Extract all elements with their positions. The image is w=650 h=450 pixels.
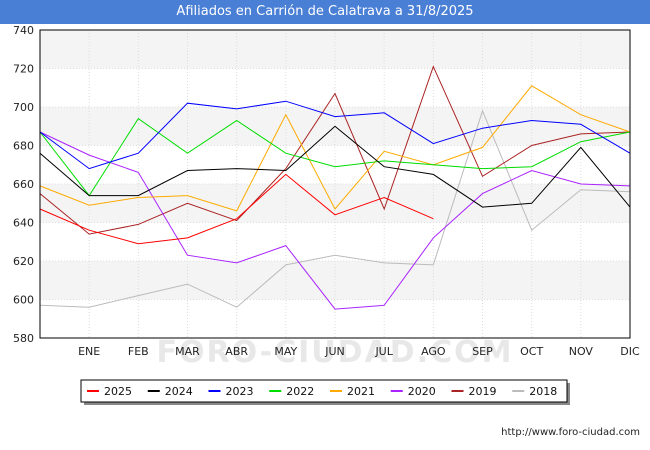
series-line-2025	[39, 173, 434, 245]
x-tick-label: FEB	[128, 345, 149, 358]
y-tick-label: 740	[13, 24, 34, 37]
legend-label: 2023	[226, 385, 254, 398]
y-tick-label: 640	[13, 217, 34, 230]
x-tick-label: JUL	[374, 345, 393, 358]
legend-label: 2021	[347, 385, 375, 398]
grid-band	[40, 261, 630, 300]
watermark: FORO-CIUDAD.COM	[157, 335, 514, 370]
x-axis-ticks: ENE FEB MAR ABR MAY JUN JUL AGO SEP OCT NOV DIC	[78, 345, 640, 358]
source-credit: http://www.foro-ciudad.com	[501, 427, 640, 438]
legend-label: 2025	[104, 385, 132, 398]
series-line-2018	[39, 109, 631, 308]
legend-label: 2018	[529, 385, 557, 398]
x-tick-label: SEP	[472, 345, 493, 358]
x-tick-label: JUN	[324, 345, 345, 358]
series-line-2020	[39, 131, 631, 310]
y-tick-label: 600	[13, 294, 34, 307]
series-lines	[39, 65, 631, 310]
x-tick-label: MAR	[175, 345, 200, 358]
grid-band	[40, 30, 630, 69]
series-line-2022	[39, 117, 631, 197]
x-tick-label: ABR	[225, 345, 248, 358]
legend-label: 2022	[286, 385, 314, 398]
x-tick-label: OCT	[520, 345, 543, 358]
legend-label: 2024	[165, 385, 193, 398]
x-tick-label: AGO	[421, 345, 446, 358]
y-tick-label: 580	[13, 332, 34, 345]
legend: 2025 2024 2023 2022 2021 2020 2019 2018	[80, 379, 570, 405]
y-tick-label: 700	[13, 101, 34, 114]
series-line-2023	[39, 100, 631, 170]
y-axis-ticks: 580 600 620 640 660 680 700 720 740	[13, 24, 34, 345]
legend-label: 2019	[469, 385, 497, 398]
plot-frame	[39, 29, 631, 339]
x-tick-label: DIC	[620, 345, 640, 358]
legend-label: 2020	[408, 385, 436, 398]
legend-box	[80, 379, 568, 403]
grid-band	[40, 145, 630, 184]
x-tick-label: ENE	[78, 345, 100, 358]
x-tick-label: NOV	[569, 345, 594, 358]
y-tick-label: 680	[13, 140, 34, 153]
chart-title: Afiliados en Carrión de Calatrava a 31/8…	[0, 0, 650, 24]
x-tick-label: MAY	[274, 345, 297, 358]
series-line-2019	[39, 65, 631, 235]
y-tick-label: 660	[13, 178, 34, 191]
y-tick-label: 620	[13, 255, 34, 268]
series-line-2024	[39, 125, 631, 208]
series-line-2021	[39, 85, 631, 212]
y-tick-label: 720	[13, 63, 34, 76]
